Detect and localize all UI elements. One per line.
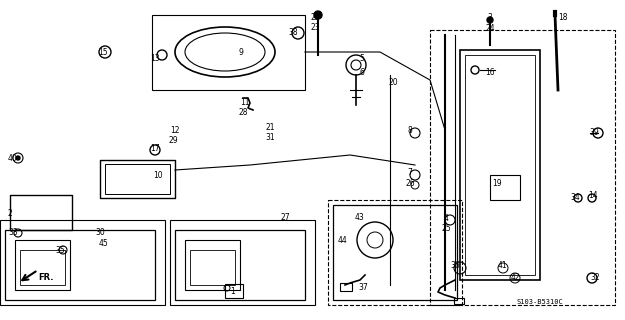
Circle shape	[487, 17, 493, 23]
Text: 24: 24	[485, 23, 495, 33]
Bar	[170, 220, 315, 305]
Text: 6: 6	[359, 68, 364, 76]
Text: 17: 17	[150, 143, 160, 153]
Text: 40: 40	[7, 154, 17, 163]
Text: 8: 8	[408, 125, 412, 134]
Text: 19: 19	[492, 179, 502, 188]
Text: 27: 27	[280, 212, 290, 221]
Text: 15: 15	[98, 47, 108, 57]
Text: 32: 32	[590, 274, 600, 283]
Text: 37: 37	[358, 283, 368, 292]
Text: 30: 30	[95, 228, 105, 236]
Text: 43: 43	[355, 212, 365, 221]
Bar	[185, 240, 240, 290]
Circle shape	[314, 11, 322, 19]
Text: 18: 18	[558, 12, 568, 21]
Bar	[10, 195, 72, 230]
Bar	[175, 230, 305, 300]
Bar	[0, 220, 165, 305]
Bar	[15, 240, 70, 290]
Bar	[105, 164, 170, 194]
Bar	[340, 283, 352, 291]
Text: 44: 44	[338, 236, 348, 244]
Text: 23: 23	[310, 22, 320, 31]
Text: 36: 36	[450, 260, 460, 269]
Circle shape	[16, 156, 20, 160]
Text: 41: 41	[497, 260, 507, 269]
Text: 7: 7	[408, 167, 412, 177]
Text: 12: 12	[170, 125, 180, 134]
Text: 25: 25	[441, 223, 451, 233]
Text: 20: 20	[388, 77, 398, 86]
Text: 16: 16	[485, 68, 495, 76]
Text: 4: 4	[444, 213, 448, 222]
Text: 29: 29	[168, 135, 178, 145]
Text: 35: 35	[55, 245, 65, 254]
Text: FR.: FR.	[38, 274, 54, 283]
Bar	[328, 200, 462, 305]
Text: 22: 22	[310, 12, 320, 21]
Text: 5: 5	[359, 53, 364, 62]
Text: 26: 26	[405, 179, 415, 188]
Text: 2: 2	[8, 209, 12, 218]
Text: 45: 45	[98, 238, 108, 247]
Text: 33: 33	[8, 228, 18, 236]
Bar	[490, 175, 520, 200]
Bar	[5, 230, 155, 300]
Text: 1: 1	[231, 287, 236, 297]
Text: 21: 21	[265, 123, 275, 132]
Text: 10: 10	[153, 171, 162, 180]
Bar	[430, 30, 615, 305]
Text: 42: 42	[510, 273, 520, 282]
Text: 3: 3	[488, 12, 492, 21]
Text: 38: 38	[288, 28, 298, 36]
Bar	[190, 250, 235, 285]
Bar	[454, 298, 464, 304]
Bar	[20, 250, 65, 285]
Bar	[460, 50, 540, 280]
Text: 14: 14	[588, 190, 598, 199]
Text: 13: 13	[150, 53, 160, 62]
Bar	[152, 15, 305, 90]
Text: 39: 39	[589, 127, 599, 137]
Bar	[225, 284, 243, 298]
Bar	[100, 160, 175, 198]
Text: 34: 34	[570, 193, 580, 202]
Text: 28: 28	[238, 108, 248, 116]
Text: 11: 11	[240, 98, 250, 107]
Text: S103-B5310C: S103-B5310C	[517, 299, 563, 305]
Bar	[333, 205, 457, 300]
Bar	[465, 55, 535, 275]
Text: 9: 9	[239, 47, 243, 57]
Text: 31: 31	[265, 132, 275, 141]
